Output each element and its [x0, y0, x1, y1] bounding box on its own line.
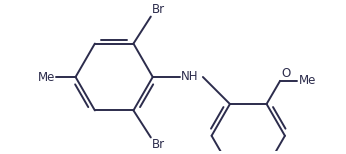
- Text: Me: Me: [38, 71, 55, 83]
- Text: O: O: [281, 67, 290, 80]
- Text: Me: Me: [298, 74, 316, 87]
- Text: Br: Br: [152, 138, 165, 151]
- Text: NH: NH: [181, 70, 198, 83]
- Text: Br: Br: [152, 3, 165, 16]
